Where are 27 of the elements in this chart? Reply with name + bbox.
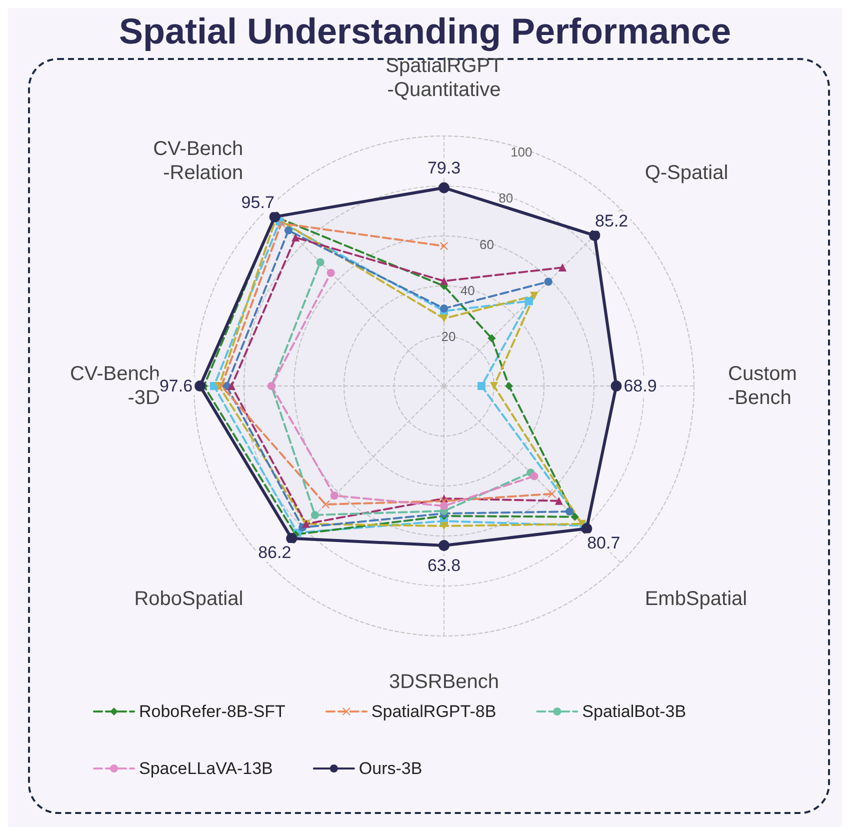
data-label: 97.6	[159, 376, 193, 396]
spoke-label: CV-Bench-Relation	[153, 138, 244, 184]
spoke-label: 3DSRBench	[388, 671, 500, 693]
data-label: 80.7	[587, 533, 620, 552]
data-label: 95.7	[241, 193, 274, 212]
legend-label: SpatialBot-3B	[582, 702, 686, 721]
spoke-label: SpatialRGPT-Quantitative	[386, 55, 502, 101]
spoke-label: RoboSpatial	[134, 588, 244, 610]
y-tick-label: 60	[480, 236, 494, 252]
legend-label: SpaceLLaVA-13B	[139, 759, 273, 778]
data-label: 63.8	[427, 556, 461, 575]
y-tick-label: 20	[441, 329, 456, 344]
y-tick-label: 40	[460, 283, 475, 298]
chart-title: Spatial Understanding Performance	[118, 10, 732, 52]
y-tick-label: 80	[498, 190, 514, 206]
spoke-label: EmbSpatial	[644, 588, 748, 610]
legend-label: SpatialRGPT-8B	[371, 702, 496, 721]
spoke-label: Custom-Bench	[728, 363, 797, 409]
legend-label: Ours-3B	[358, 759, 422, 778]
spoke-label: Q-Spatial	[644, 162, 728, 184]
spoke-label: CV-Bench-3D	[70, 363, 160, 409]
data-label: 79.3	[427, 158, 461, 178]
data-label: 68.9	[624, 376, 657, 396]
data-label: 86.2	[258, 543, 292, 562]
data-label: 85.2	[595, 212, 628, 231]
y-tick-label: 100	[510, 144, 532, 160]
legend-label: RoboRefer-8B-SFT	[139, 702, 286, 721]
